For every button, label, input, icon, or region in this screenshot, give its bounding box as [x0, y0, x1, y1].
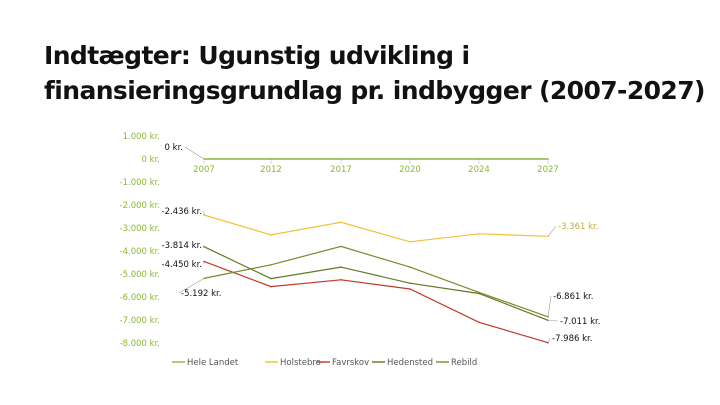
- data-point: [270, 234, 272, 236]
- legend-label: Rebild: [451, 358, 477, 368]
- annotation-leader: [547, 295, 552, 317]
- data-label: -6.861 kr.: [553, 292, 593, 302]
- data-label: -3.814 kr.: [162, 241, 202, 251]
- slide-title-line-2: finansieringsgrundlag pr. indbygger (200…: [44, 76, 705, 105]
- x-tick-label: 2012: [260, 165, 282, 175]
- x-tick-label: 2024: [468, 165, 490, 175]
- legend-label: Favrskov: [332, 358, 369, 368]
- y-tick-label: -3.000 kr.: [120, 224, 160, 234]
- data-label: -3.361 kr.: [558, 222, 598, 232]
- legend-label: Hedensted: [387, 358, 433, 368]
- x-tick-label: 2027: [537, 165, 559, 175]
- annotation-leader: [547, 319, 559, 322]
- data-point: [409, 266, 411, 268]
- data-label: -2.436 kr.: [162, 207, 202, 217]
- data-point: [270, 264, 272, 266]
- data-label: -5.192 kr.: [181, 289, 221, 299]
- y-tick-label: -1.000 kr.: [120, 178, 160, 188]
- slide-title-line-1: Indtægter: Ugunstig udvikling i: [44, 41, 470, 70]
- y-tick-label: -8.000 kr.: [120, 339, 160, 349]
- data-point: [340, 266, 342, 268]
- annotation-leader: [184, 146, 205, 160]
- series-line: [203, 214, 549, 243]
- legend-label: Holstebro: [280, 358, 321, 368]
- series-line: [203, 260, 549, 344]
- data-point: [270, 277, 272, 280]
- data-point: [409, 158, 411, 160]
- y-tick-label: -4.000 kr.: [120, 247, 160, 257]
- x-tick-label: 2020: [399, 165, 421, 175]
- data-point: [340, 279, 342, 281]
- data-point: [340, 245, 342, 248]
- data-label: 0 kr.: [165, 143, 183, 153]
- annotation-leader: [547, 225, 557, 237]
- data-point: [340, 221, 342, 224]
- annotation-leader: [547, 337, 551, 343]
- data-point: [340, 158, 342, 160]
- y-tick-label: -7.000 kr.: [120, 316, 160, 326]
- y-tick-label: 0 kr.: [142, 155, 160, 165]
- data-label: -7.986 kr.: [552, 334, 592, 344]
- y-tick-label: 1.000 kr.: [123, 132, 160, 142]
- data-point: [270, 158, 272, 160]
- data-point: [409, 282, 411, 285]
- data-label: -4.450 kr.: [162, 260, 202, 270]
- data-point: [409, 241, 411, 243]
- data-label: -7.011 kr.: [560, 317, 600, 327]
- series-line: [203, 245, 549, 318]
- x-tick-label: 2007: [193, 165, 215, 175]
- data-point: [478, 321, 480, 324]
- data-point: [478, 291, 480, 294]
- data-point: [270, 285, 272, 288]
- y-tick-label: -5.000 kr.: [120, 270, 160, 280]
- y-tick-label: -6.000 kr.: [120, 293, 160, 303]
- annotation-leader: [178, 278, 205, 294]
- series-line: [203, 246, 549, 321]
- data-point: [478, 233, 480, 235]
- x-tick-label: 2017: [330, 165, 352, 175]
- y-tick-label: -2.000 kr.: [120, 201, 160, 211]
- slide-title: Indtægter: Ugunstig udvikling i finansie…: [44, 38, 705, 108]
- data-point: [478, 158, 480, 160]
- legend-label: Hele Landet: [187, 358, 239, 368]
- data-point: [409, 288, 411, 290]
- data-point: [547, 158, 549, 160]
